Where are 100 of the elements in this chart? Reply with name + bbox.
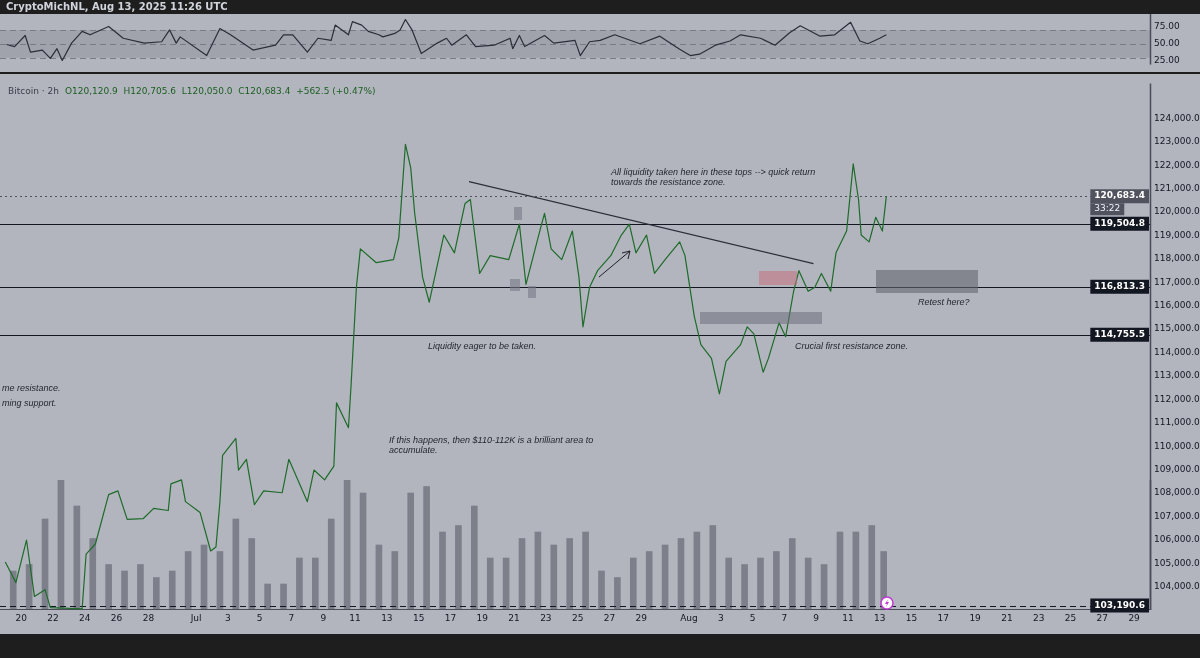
x-tick-label: 23 [540,612,552,623]
bar [264,583,271,610]
bar [327,518,335,610]
x-tick-label: 7 [288,612,295,623]
bar [757,557,764,610]
x-tick-label: 27 [1096,612,1109,623]
bar [407,492,415,610]
x-tick-label: 24 [79,612,91,623]
bar [614,577,621,610]
bar [311,557,319,610]
bar [629,557,637,610]
bar [391,551,399,610]
bar [725,557,733,610]
y-tick-label: 116,000.0 [1154,300,1200,311]
bar [582,531,589,610]
x-tick-label: 13 [381,612,393,623]
annotation: All liquidity taken here in these tops --> quick return towards the resistance zone. [610,166,816,187]
x-tick-label: 29 [635,612,648,623]
bar [804,557,812,610]
x-tick-label: 25 [1064,612,1077,623]
y-tick-label: 106,000.0 [1154,534,1200,545]
y-tick-label: 118,000.0 [1154,253,1200,264]
bar [248,538,256,610]
chart-title: Bitcoin · 2h [8,85,59,96]
x-tick-label: 9 [320,612,327,623]
y-tick-label: 121,000.0 [1154,183,1200,194]
x-tick-label: 20 [15,612,28,623]
x-tick-label: 5 [749,612,756,623]
bar [773,551,780,610]
y-tick-label: 124,000.0 [1154,112,1200,123]
y-tick-label: 50.00 [1154,38,1181,49]
y-tick-label: 104,000.0 [1154,580,1200,591]
y-tick-label: 111,000.0 [1154,417,1200,428]
x-tick-label: 19 [969,612,982,623]
x-tick-label: 11 [842,612,854,623]
bar [709,525,717,610]
bar [168,570,176,610]
x-tick-label: 3 [225,612,231,623]
y-tick-label: 113,000.0 [1154,370,1200,381]
ref-line-label: 114,755.5 [1094,329,1146,340]
y-tick-label: 112,000.0 [1154,393,1200,404]
x-tick-label: 23 [1032,612,1045,623]
x-tick-label: 7 [781,612,788,623]
annotation: Liquidity eager to be taken. [428,340,537,351]
x-tick-label: 17 [937,612,950,623]
x-tick-label: 27 [603,612,616,623]
y-tick-label: 120,000.0 [1154,206,1200,217]
x-tick-label: 19 [476,612,489,623]
chart-subtitle: O120,120.9 H120,705.6 L120,050.0 C120,683.4 +562.5 (+0.47%) [64,85,376,96]
bar [280,583,287,610]
x-tick-label: 11 [349,612,361,623]
annotation: me resistance. [2,382,61,393]
bar [153,577,160,610]
annotation: If this happens, then $110-112K is a brilliant area to accumulate. [389,434,594,455]
bar [566,538,574,610]
bar [455,525,462,610]
bar [89,538,97,610]
x-tick-label: 29 [1128,612,1141,623]
bar [105,564,112,610]
ref-line-label: 119,504.8 [1094,218,1146,229]
x-tick-label: 3 [717,612,724,623]
bar [439,531,446,610]
y-tick-label: 115,000.0 [1154,323,1200,334]
y-tick-label: 119,000.0 [1154,229,1200,240]
y-tick-label: 25.00 [1154,55,1181,66]
annotation: 33:22 [1094,203,1121,214]
x-tick-label: 5 [256,612,263,623]
bar [232,518,240,610]
x-tick-label: 21 [1001,612,1013,623]
bar [9,570,17,610]
y-tick-label: 110,000.0 [1154,440,1200,451]
x-tick-label: 21 [508,612,520,623]
bar [423,486,430,610]
ref-line-label: 120,683.4 [1094,190,1146,201]
bar [137,564,144,610]
y-tick-label: 122,000.0 [1154,159,1200,170]
x-tick-label: Aug [680,612,698,623]
x-tick-label: 26 [110,612,123,623]
bar [645,551,653,610]
bar [868,525,876,610]
bar [741,564,748,610]
bar [296,557,303,610]
x-tick-label: 15 [412,612,425,623]
x-tick-label: Jul [189,612,202,623]
annotation: Retest here? [918,296,970,307]
y-tick-label: 107,000.0 [1154,510,1200,521]
bar [788,538,796,610]
x-tick-label: 13 [874,612,886,623]
x-tick-label: 22 [47,612,59,623]
ref-line-label: 103,190.6 [1094,599,1146,610]
bar [550,544,558,610]
bar [486,557,494,610]
x-tick-label: 25 [571,612,584,623]
bar [470,505,478,610]
x-tick-label: 15 [905,612,918,623]
y-tick-label: 109,000.0 [1154,463,1200,474]
y-tick-label: 117,000.0 [1154,276,1200,287]
annotation: Crucial first resistance zone. [795,340,909,351]
bar [598,570,605,610]
chart-title: CryptoMichNL, Aug 13, 2025 11:26 UTC [6,0,228,12]
